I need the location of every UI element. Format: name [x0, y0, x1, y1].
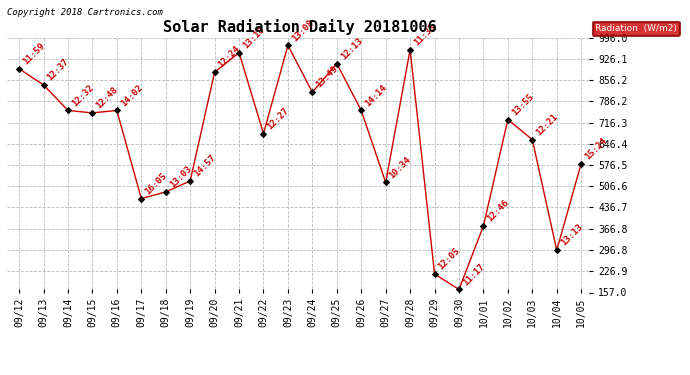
- Point: [307, 89, 318, 95]
- Point: [575, 160, 586, 166]
- Point: [453, 286, 464, 292]
- Point: [526, 136, 538, 142]
- Text: 12:13: 12:13: [339, 36, 364, 61]
- Point: [38, 82, 49, 88]
- Text: 13:08: 13:08: [290, 18, 315, 43]
- Point: [209, 69, 220, 75]
- Point: [63, 108, 74, 114]
- Text: 14:57: 14:57: [192, 153, 217, 178]
- Point: [136, 196, 147, 202]
- Text: 13:49: 13:49: [315, 64, 339, 90]
- Point: [87, 110, 98, 116]
- Point: [551, 247, 562, 253]
- Text: 11:59: 11:59: [21, 41, 46, 66]
- Point: [404, 46, 415, 53]
- Point: [478, 223, 489, 229]
- Text: 12:24: 12:24: [217, 44, 242, 70]
- Text: 12:37: 12:37: [46, 57, 71, 82]
- Text: 12:21: 12:21: [534, 112, 560, 137]
- Text: 13:13: 13:13: [559, 222, 584, 248]
- Point: [185, 178, 196, 184]
- Text: 12:32: 12:32: [70, 82, 95, 108]
- Text: 13:55: 13:55: [510, 92, 535, 117]
- Point: [429, 271, 440, 277]
- Text: 12:48: 12:48: [95, 85, 120, 111]
- Text: 12:27: 12:27: [266, 106, 290, 131]
- Text: Copyright 2018 Cartronics.com: Copyright 2018 Cartronics.com: [7, 8, 163, 17]
- Text: 16:05: 16:05: [144, 171, 168, 196]
- Text: 15:24: 15:24: [583, 136, 609, 161]
- Point: [160, 189, 171, 195]
- Point: [14, 66, 25, 72]
- Legend: Radiation  (W/m2): Radiation (W/m2): [593, 22, 680, 36]
- Point: [380, 180, 391, 186]
- Point: [502, 117, 513, 123]
- Title: Solar Radiation Daily 20181006: Solar Radiation Daily 20181006: [164, 19, 437, 35]
- Point: [282, 42, 293, 48]
- Text: 10:34: 10:34: [388, 154, 413, 180]
- Point: [111, 108, 122, 114]
- Text: 13:10: 13:10: [241, 25, 266, 50]
- Point: [331, 61, 342, 67]
- Point: [233, 50, 244, 56]
- Text: 12:46: 12:46: [485, 198, 511, 223]
- Point: [356, 108, 367, 114]
- Text: 14:02: 14:02: [119, 82, 144, 108]
- Text: 11:17: 11:17: [461, 262, 486, 287]
- Text: 11:35: 11:35: [412, 22, 437, 47]
- Text: 14:14: 14:14: [363, 82, 388, 108]
- Text: 13:03: 13:03: [168, 164, 193, 189]
- Point: [258, 130, 269, 136]
- Text: 12:05: 12:05: [437, 246, 462, 272]
